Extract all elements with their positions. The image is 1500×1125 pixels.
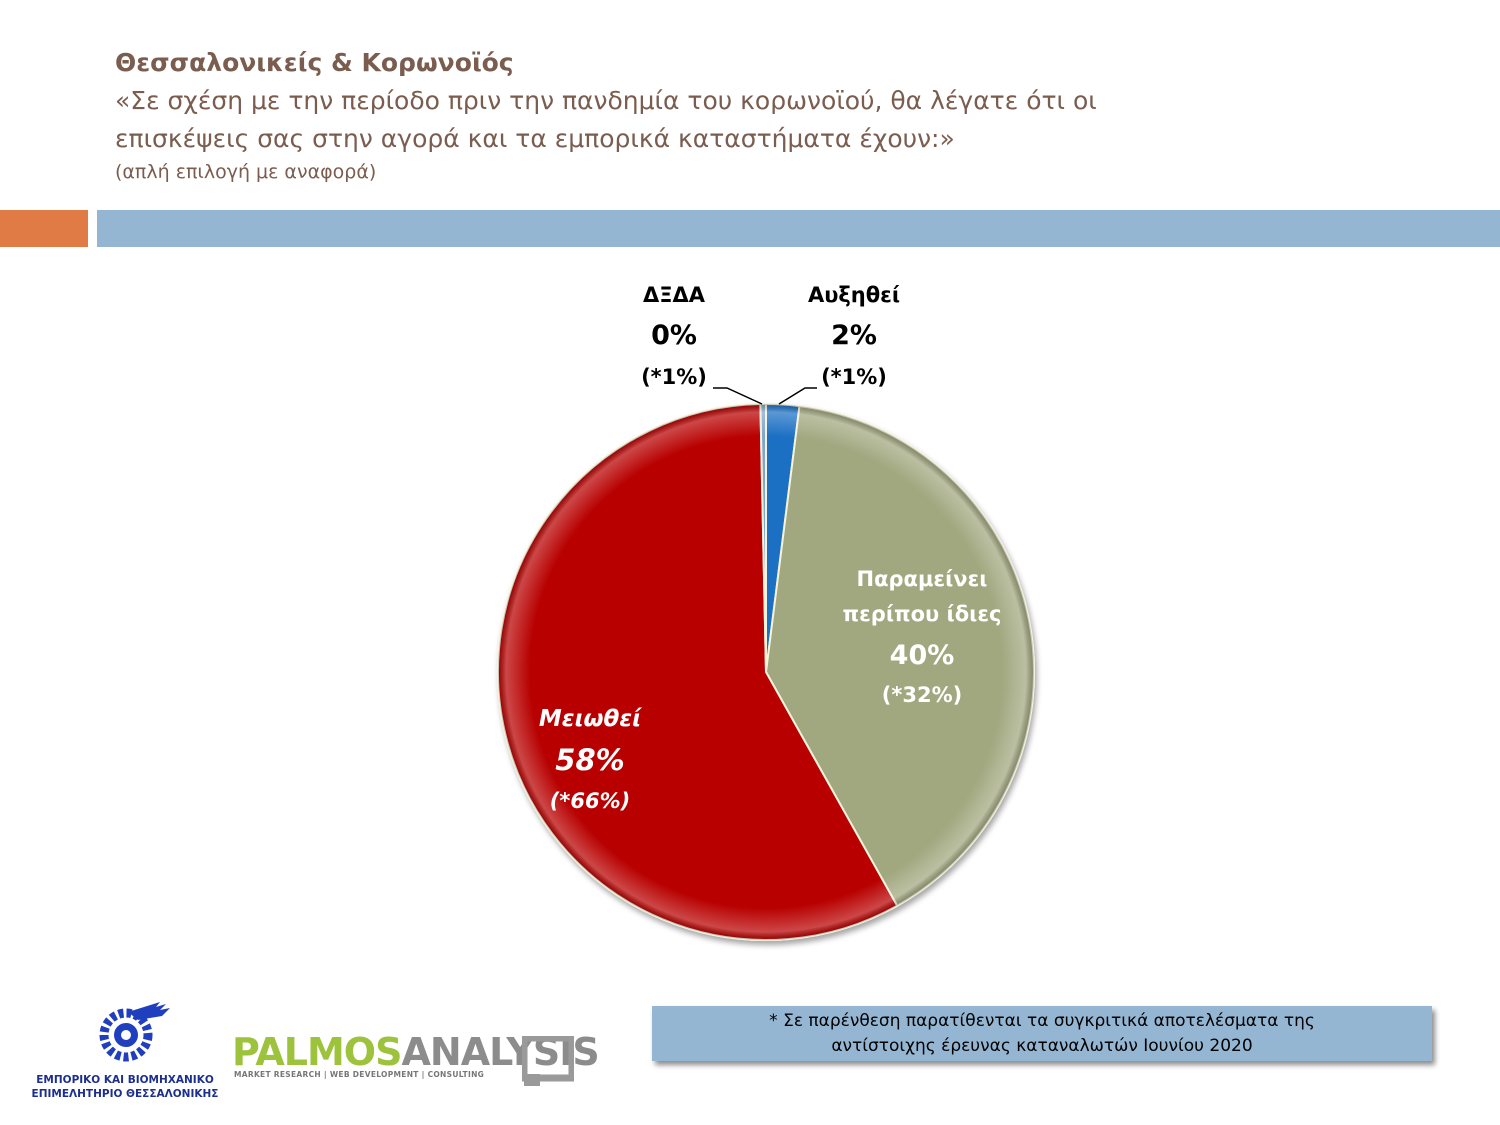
slice-label-same-comparison: (*32%)	[882, 683, 962, 707]
slice-label-decreased-name: Μειωθεί	[539, 706, 643, 732]
slice-label-decreased-value: 58%	[555, 743, 624, 777]
accent-bar-blue	[97, 210, 1500, 247]
leader-line-increased	[778, 387, 817, 405]
slice-label-increased-value: 2%	[831, 320, 877, 351]
footnote-line-1: * Σε παρένθεση παρατίθενται τα συγκριτικ…	[769, 1011, 1315, 1031]
footnote-box: * Σε παρένθεση παρατίθενται τα συγκριτικ…	[652, 1006, 1432, 1061]
slice-label-decreased-comparison: (*66%)	[550, 789, 630, 813]
footnote-line-2: αντίστοιχης έρευνας καταναλωτών Ιουνίου …	[831, 1036, 1253, 1056]
slice-label-increased-comparison: (*1%)	[821, 365, 887, 389]
slice-label-dxda-comparison: (*1%)	[641, 365, 707, 389]
chamber-emblem-icon	[99, 1002, 170, 1062]
accent-bar-orange	[0, 210, 88, 247]
palmos-analysis-logo: PALMOSANALYSIS MARKET RESEARCH | WEB DEV…	[232, 1030, 600, 1090]
slide-title: Θεσσαλονικείς & Κορωνοϊός	[115, 48, 514, 77]
slice-label-dxda-name: ΔΞΔΑ	[643, 283, 706, 307]
slice-label-dxda-value: 0%	[651, 320, 697, 351]
palmos-mark-icon	[522, 1036, 574, 1086]
chamber-logo: ΕΜΠΟΡΙΚΟ ΚΑΙ ΒΙΟΜΗΧΑΝΙΚΟ ΕΠΙΜΕΛΗΤΗΡΙΟ ΘΕ…	[20, 998, 230, 1108]
pie-chart: ΔΞΔΑ 0% (*1%) Αυξηθεί 2% (*1%) Παραμείνε…	[497, 283, 1035, 941]
palmos-logo-word-1: PALMOS	[232, 1030, 402, 1074]
slide-header: Θεσσαλονικείς & Κορωνοϊός «Σε σχέση με τ…	[115, 44, 1415, 186]
slice-label-same-value: 40%	[890, 640, 955, 671]
palmos-tagline: MARKET RESEARCH | WEB DEVELOPMENT | CONS…	[234, 1070, 485, 1079]
slice-label-increased-name: Αυξηθεί	[808, 283, 900, 307]
chamber-name-line-2: ΕΠΙΜΕΛΗΤΗΡΙΟ ΘΕΣΣΑΛΟΝΙΚΗΣ	[31, 1088, 219, 1100]
leader-line-dxda	[713, 387, 763, 405]
survey-note: (απλή επιλογή με αναφορά)	[115, 161, 377, 183]
slice-label-same-name-2: περίπου ίδιες	[843, 602, 1002, 626]
chamber-name-line-1: ΕΜΠΟΡΙΚΟ ΚΑΙ ΒΙΟΜΗΧΑΝΙΚΟ	[36, 1074, 214, 1086]
slice-label-same-name-1: Παραμείνει	[857, 567, 988, 591]
survey-question-line-1: «Σε σχέση με την περίοδο πριν την πανδημ…	[115, 86, 1097, 115]
survey-question-line-2: επισκέψεις σας στην αγορά και τα εμπορικ…	[115, 124, 955, 153]
